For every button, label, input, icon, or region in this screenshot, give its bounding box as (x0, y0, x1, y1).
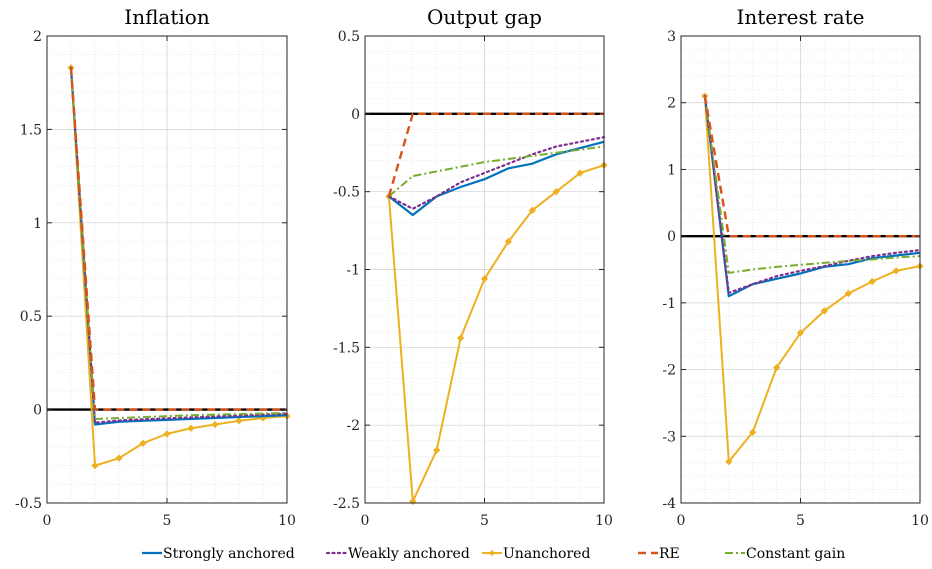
panel-output-gap: 0 5 10 -2.5 -2 -1.5 -1 -0.5 0 0.5 Output gap (333, 5, 613, 529)
series-line-re (387, 112, 604, 197)
legend: Strongly anchored Weakly anchored Unanchor… (142, 546, 845, 562)
series-line-unanchored (387, 164, 605, 503)
x-tick-label: 10 (595, 513, 613, 529)
x-tick-label: 5 (796, 513, 805, 529)
x-tick-label: 0 (43, 513, 52, 529)
y-tick-label: -2 (662, 363, 676, 379)
data-point-unanchored (115, 454, 123, 462)
series-line-weakly-anchored (69, 66, 289, 424)
data-point-unanchored (749, 428, 757, 436)
x-tick-label: 0 (361, 513, 370, 529)
series-line-re (703, 95, 920, 238)
y-tick-label: 1 (667, 162, 676, 178)
y-tick-label: 0 (351, 107, 360, 123)
panel-title: Interest rate (736, 5, 864, 29)
data-point-unanchored (576, 169, 584, 177)
y-tick-label: -4 (662, 496, 676, 512)
legend-marker (489, 550, 495, 556)
legend-item-constant-gain: Constant gain (725, 546, 845, 562)
y-tick-label: 2 (667, 96, 676, 112)
y-tick-label: -3 (662, 429, 676, 445)
series-line-constant-gain (703, 95, 921, 274)
legend-item-unanchored: Unanchored (482, 546, 590, 562)
data-point-unanchored (504, 237, 513, 246)
data-point-unanchored (820, 307, 829, 315)
data-point-unanchored (844, 289, 852, 298)
legend-label: Strongly anchored (163, 546, 295, 562)
x-tick-label: 5 (480, 513, 489, 529)
legend-label: Weakly anchored (348, 546, 470, 562)
data-point-unanchored (796, 329, 805, 337)
legend-label: RE (659, 546, 680, 562)
x-tick-label: 10 (278, 513, 296, 529)
series-line-weakly-anchored (703, 94, 922, 294)
data-point-unanchored (139, 439, 147, 447)
series-line-unanchored (70, 67, 288, 467)
data-point-unanchored (868, 277, 876, 286)
y-tick-label: -0.5 (15, 496, 42, 512)
series-line-strongly-anchored (69, 67, 288, 426)
data-point-unanchored (892, 267, 900, 275)
data-point-unanchored (91, 462, 99, 470)
y-tick-label: -2.5 (333, 496, 360, 512)
data-point-unanchored (433, 446, 441, 454)
data-point-unanchored (456, 334, 465, 342)
y-tick-label: 0 (33, 403, 42, 419)
legend-label: Constant gain (746, 546, 845, 562)
legend-item-weakly-anchored: Weakly anchored (325, 546, 470, 562)
data-point-unanchored (163, 430, 171, 438)
panel-interest-rate: 0 5 10 -4 -3 -2 -1 0 1 2 3 Interest rate (662, 5, 929, 529)
x-tick-label: 10 (911, 513, 929, 529)
y-tick-label: 2 (33, 29, 42, 45)
data-point-unanchored (187, 424, 195, 432)
x-tick-label: 0 (677, 513, 686, 529)
y-tick-label: 0.5 (338, 29, 360, 45)
panel-title: Inflation (124, 5, 210, 29)
panel-title: Output gap (427, 5, 542, 29)
series-line-unanchored (703, 95, 921, 463)
data-point-unanchored (552, 188, 560, 196)
data-point-unanchored (725, 458, 733, 466)
data-point-unanchored (235, 417, 243, 425)
y-tick-label: 0.5 (20, 309, 42, 325)
y-tick-label: 0 (667, 229, 676, 245)
series-line-constant-gain (70, 67, 288, 420)
legend-item-re: RE (638, 546, 680, 562)
data-point-unanchored (528, 206, 536, 214)
series-line-constant-gain (388, 145, 605, 198)
data-point-unanchored (480, 275, 489, 283)
series-line-weakly-anchored (387, 136, 606, 210)
series-line-re (69, 67, 287, 411)
series-line-strongly-anchored (703, 95, 921, 298)
y-tick-label: 1.5 (20, 122, 42, 138)
y-tick-label: 3 (667, 29, 676, 45)
legend-item-strongly-anchored: Strongly anchored (142, 546, 295, 562)
y-tick-label: -1.5 (333, 340, 360, 356)
legend-label: Unanchored (503, 546, 590, 562)
y-tick-label: 1 (33, 216, 42, 232)
x-tick-label: 5 (163, 513, 172, 529)
y-tick-label: -2 (346, 418, 360, 434)
y-tick-label: -1 (662, 296, 676, 312)
y-tick-label: -1 (346, 263, 360, 279)
data-point-unanchored (211, 420, 219, 429)
y-tick-label: -0.5 (333, 185, 360, 201)
data-point-unanchored (772, 363, 781, 372)
